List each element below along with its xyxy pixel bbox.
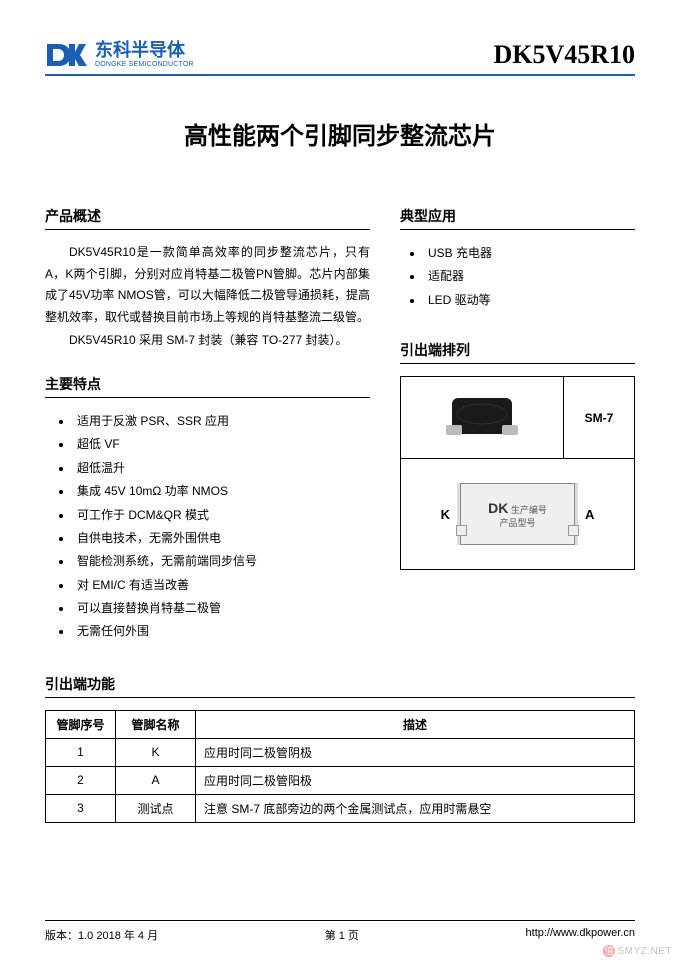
logo: 东科半导体 DONGKE SEMICONDUCTOR bbox=[45, 40, 194, 70]
page-title: 高性能两个引脚同步整流芯片 bbox=[45, 116, 635, 151]
cell: 2 bbox=[46, 766, 116, 794]
chip-line2: 产品型号 bbox=[499, 516, 535, 529]
pin-k-label: K bbox=[441, 507, 450, 522]
list-item: 可工作于 DCM&QR 模式 bbox=[73, 504, 370, 527]
logo-text-en: DONGKE SEMICONDUCTOR bbox=[95, 61, 194, 69]
list-item: 无需任何外围 bbox=[73, 620, 370, 643]
apps-heading: 典型应用 bbox=[400, 206, 635, 230]
pin-a-label: A bbox=[585, 507, 594, 522]
th-desc: 描述 bbox=[196, 710, 635, 738]
pinfunc-heading: 引出端功能 bbox=[45, 674, 635, 698]
table-row: 1 K 应用时同二极管阴极 bbox=[46, 738, 635, 766]
overview-p1: DK5V45R10是一款简单高效率的同步整流芯片，只有A，K两个引脚，分别对应肖… bbox=[45, 242, 370, 328]
list-item: 对 EMI/C 有适当改善 bbox=[73, 574, 370, 597]
list-item: 智能检测系统，无需前端同步信号 bbox=[73, 550, 370, 573]
list-item: 自供电技术，无需外围供电 bbox=[73, 527, 370, 550]
th-name: 管脚名称 bbox=[116, 710, 196, 738]
list-item: 集成 45V 10mΩ 功率 NMOS bbox=[73, 480, 370, 503]
chip-brand: DK bbox=[488, 500, 508, 516]
table-row: 2 A 应用时同二极管阳极 bbox=[46, 766, 635, 794]
pinout-heading: 引出端排列 bbox=[400, 340, 635, 364]
package-label: SM-7 bbox=[564, 377, 634, 458]
list-item: 超低温升 bbox=[73, 457, 370, 480]
list-item: 可以直接替换肖特基二极管 bbox=[73, 597, 370, 620]
cell: 3 bbox=[46, 794, 116, 822]
pinfunc-section: 引出端功能 管脚序号 管脚名称 描述 1 K 应用时同二极管阴极 2 A 应用 bbox=[45, 674, 635, 823]
overview-section: 产品概述 DK5V45R10是一款简单高效率的同步整流芯片，只有A，K两个引脚，… bbox=[45, 206, 370, 352]
footer-page: 第 1 页 bbox=[325, 927, 359, 943]
cell: 应用时同二极管阳极 bbox=[196, 766, 635, 794]
cell: 注意 SM-7 底部旁边的两个金属测试点，应用时需悬空 bbox=[196, 794, 635, 822]
cell: 测试点 bbox=[116, 794, 196, 822]
features-heading: 主要特点 bbox=[45, 374, 370, 398]
watermark: 值SMYZ.NET bbox=[603, 945, 672, 957]
applications-section: 典型应用 USB 充电器 适配器 LED 驱动等 bbox=[400, 206, 635, 312]
footer-url: http://www.dkpower.cn bbox=[526, 927, 635, 943]
page-footer: 版本：1.0 2018 年 4 月 第 1 页 http://www.dkpow… bbox=[45, 920, 635, 943]
table-row: 3 测试点 注意 SM-7 底部旁边的两个金属测试点，应用时需悬空 bbox=[46, 794, 635, 822]
list-item: 适配器 bbox=[424, 265, 635, 288]
chip-line1: 生产编号 bbox=[511, 505, 547, 515]
page-header: 东科半导体 DONGKE SEMICONDUCTOR DK5V45R10 bbox=[45, 40, 635, 76]
cell: 1 bbox=[46, 738, 116, 766]
list-item: 超低 VF bbox=[73, 433, 370, 456]
features-section: 主要特点 适用于反激 PSR、SSR 应用 超低 VF 超低温升 集成 45V … bbox=[45, 374, 370, 644]
list-item: 适用于反激 PSR、SSR 应用 bbox=[73, 410, 370, 433]
cell: K bbox=[116, 738, 196, 766]
footer-version: 版本：1.0 2018 年 4 月 bbox=[45, 927, 158, 943]
pinfunc-table: 管脚序号 管脚名称 描述 1 K 应用时同二极管阴极 2 A 应用时同二极管阳极… bbox=[45, 710, 635, 823]
pinout-section: 引出端排列 SM-7 bbox=[400, 340, 635, 570]
chip-outline: DK 生产编号 产品型号 bbox=[460, 483, 575, 545]
list-item: USB 充电器 bbox=[424, 242, 635, 265]
list-item: LED 驱动等 bbox=[424, 289, 635, 312]
th-num: 管脚序号 bbox=[46, 710, 116, 738]
cell: 应用时同二极管阴极 bbox=[196, 738, 635, 766]
package-image bbox=[401, 377, 564, 458]
part-number: DK5V45R10 bbox=[493, 40, 635, 70]
features-list: 适用于反激 PSR、SSR 应用 超低 VF 超低温升 集成 45V 10mΩ … bbox=[45, 410, 370, 644]
overview-p2: DK5V45R10 采用 SM-7 封装（兼容 TO-277 封装）。 bbox=[45, 330, 370, 352]
overview-heading: 产品概述 bbox=[45, 206, 370, 230]
cell: A bbox=[116, 766, 196, 794]
logo-text-cn: 东科半导体 bbox=[95, 41, 194, 61]
logo-icon bbox=[45, 40, 89, 70]
apps-list: USB 充电器 适配器 LED 驱动等 bbox=[400, 242, 635, 312]
